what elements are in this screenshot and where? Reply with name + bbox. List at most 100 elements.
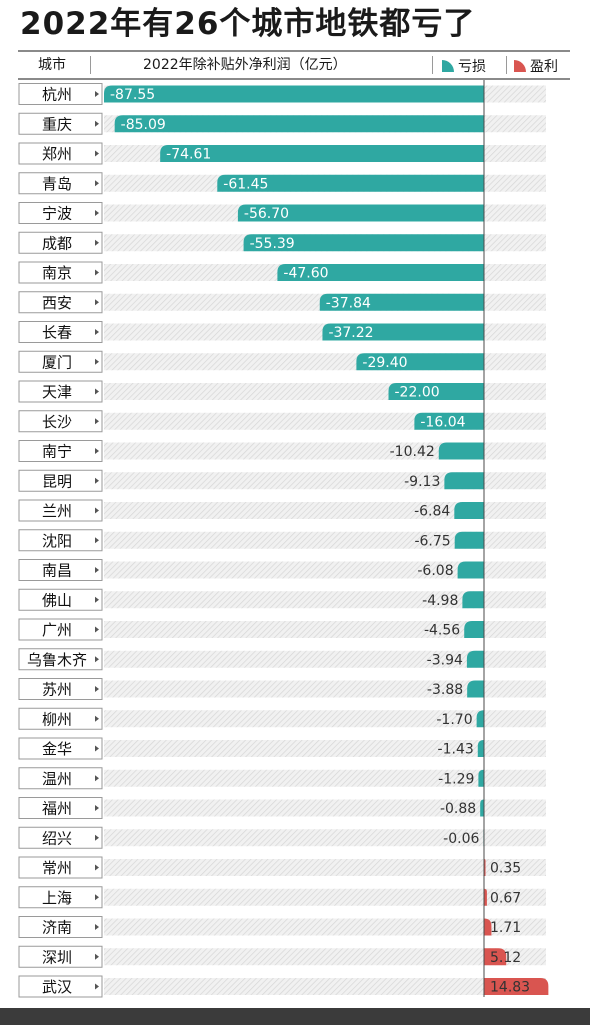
- city-label: 成都: [42, 234, 72, 252]
- city-label-box: [18, 410, 103, 433]
- loss-bar: [464, 621, 484, 638]
- header-divider: [506, 56, 507, 74]
- value-label: -87.55: [110, 87, 155, 103]
- city-label-box: [18, 737, 103, 760]
- profit-bar: [484, 918, 492, 936]
- city-label-box: [18, 261, 103, 284]
- city-label-box: [18, 916, 103, 938]
- row-arrow-icon: [95, 686, 99, 692]
- value-label: 5.12: [490, 950, 521, 966]
- row-arrow-icon: [95, 358, 99, 365]
- row-arrow-icon: [95, 329, 99, 335]
- header-divider: [90, 56, 91, 74]
- city-label: 厦门: [42, 353, 72, 371]
- city-label: 天津: [42, 383, 72, 401]
- value-label: 0.67: [490, 890, 521, 906]
- profit-swatch-icon: [514, 60, 526, 72]
- row-arrow-icon: [95, 269, 99, 276]
- city-label: 南昌: [42, 562, 72, 580]
- loss-bar: [444, 472, 484, 490]
- value-label: -10.42: [390, 444, 435, 460]
- loss-bar: [480, 799, 484, 817]
- row-arrow-icon: [95, 180, 99, 187]
- city-label-box: [18, 826, 103, 849]
- city-label: 武汉: [42, 978, 72, 996]
- loss-bar: [356, 353, 484, 371]
- loss-bar: [477, 740, 484, 757]
- bar-track: [104, 888, 546, 906]
- profit-bar: [484, 948, 507, 966]
- loss-bar: [478, 769, 484, 787]
- bar-track: [104, 799, 546, 817]
- bar-track: [104, 591, 546, 609]
- chart-title: 2022年有26个城市地铁都亏了: [20, 6, 476, 42]
- value-label: -0.06: [443, 831, 479, 847]
- row-arrow-icon: [95, 477, 99, 484]
- bar-track: [104, 710, 546, 728]
- value-label: -74.61: [166, 147, 211, 163]
- value-label: -6.75: [414, 533, 450, 549]
- bar-track: [104, 829, 546, 847]
- loss-bar: [454, 502, 484, 519]
- row-arrow-icon: [95, 864, 99, 871]
- value-label: -37.84: [326, 295, 371, 311]
- city-label-box: [18, 83, 103, 105]
- header-divider: [432, 56, 433, 74]
- metric-column-header: 2022年除补贴外净利润（亿元）: [143, 57, 347, 73]
- bar-track: [104, 561, 546, 579]
- city-label-box: [18, 767, 103, 790]
- value-label: 14.83: [490, 980, 530, 996]
- city-label-box: [18, 231, 103, 254]
- value-label: -16.04: [420, 414, 465, 430]
- city-label: 郑州: [42, 145, 72, 163]
- bar-track: [104, 621, 546, 638]
- city-label-box: [18, 142, 103, 165]
- city-label: 金华: [42, 740, 72, 758]
- value-label: -1.43: [438, 742, 474, 758]
- city-label-box: [18, 440, 103, 462]
- row-arrow-icon: [95, 805, 99, 811]
- loss-bar: [114, 115, 484, 133]
- loss-bar: [467, 680, 484, 698]
- bar-track: [104, 918, 546, 936]
- value-label: -85.09: [121, 117, 166, 133]
- city-label: 福州: [42, 800, 72, 818]
- city-label-box: [18, 856, 103, 879]
- bar-track: [104, 769, 546, 787]
- row-arrow-icon: [95, 388, 99, 395]
- row-arrow-icon: [95, 953, 99, 960]
- city-label: 长沙: [42, 413, 72, 431]
- bar-track: [104, 859, 546, 876]
- bar-track: [104, 978, 546, 995]
- profit-bar: [484, 888, 487, 906]
- row-arrow-icon: [95, 91, 99, 97]
- row-arrow-icon: [95, 775, 99, 782]
- city-label: 西安: [42, 294, 72, 312]
- row-arrow-icon: [95, 596, 99, 603]
- row-arrow-icon: [95, 537, 99, 544]
- bar-track: [104, 502, 546, 519]
- city-label-box: [18, 797, 103, 819]
- profit-bar: [484, 978, 549, 995]
- row-arrow-icon: [95, 745, 99, 752]
- loss-bar: [319, 293, 484, 311]
- value-label: 0.35: [490, 861, 521, 877]
- city-label: 宁波: [42, 205, 72, 223]
- loss-swatch-icon: [442, 60, 454, 72]
- row-arrow-icon: [95, 983, 99, 990]
- value-label: -3.94: [427, 652, 463, 668]
- value-label: -6.84: [414, 504, 450, 520]
- city-label-box: [18, 529, 103, 552]
- loss-bar: [462, 591, 484, 609]
- table-header: 城市 2022年除补贴外净利润（亿元） 亏损 盈利: [18, 50, 570, 80]
- row-arrow-icon: [95, 448, 99, 454]
- row-arrow-icon: [95, 418, 99, 425]
- city-label: 重庆: [42, 115, 72, 133]
- city-label: 南宁: [42, 443, 72, 461]
- city-label-box: [18, 321, 103, 343]
- loss-bar: [414, 412, 484, 430]
- row-arrow-icon: [95, 834, 99, 841]
- city-label: 沈阳: [42, 532, 72, 550]
- loss-bar: [243, 234, 484, 252]
- city-label-box: [18, 469, 103, 492]
